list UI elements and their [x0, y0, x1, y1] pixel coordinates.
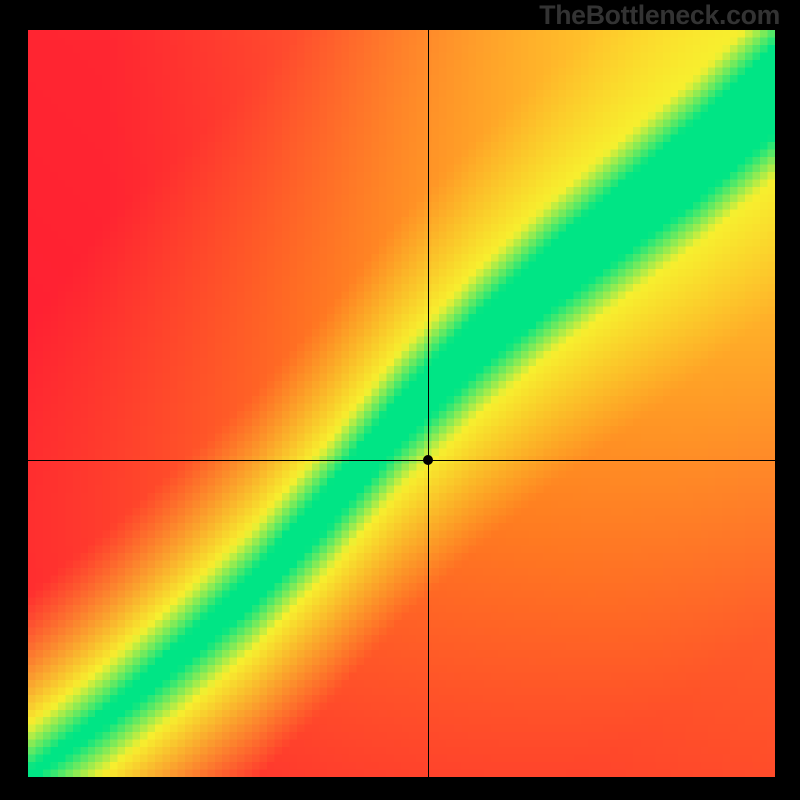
crosshair-marker-dot[interactable]: [423, 455, 433, 465]
heatmap-plot-area: [28, 30, 775, 777]
chart-container: TheBottleneck.com: [0, 0, 800, 800]
heatmap-canvas: [28, 30, 775, 777]
watermark-text: TheBottleneck.com: [539, 0, 780, 31]
crosshair-horizontal-line: [28, 460, 775, 461]
crosshair-vertical-line: [428, 30, 429, 777]
